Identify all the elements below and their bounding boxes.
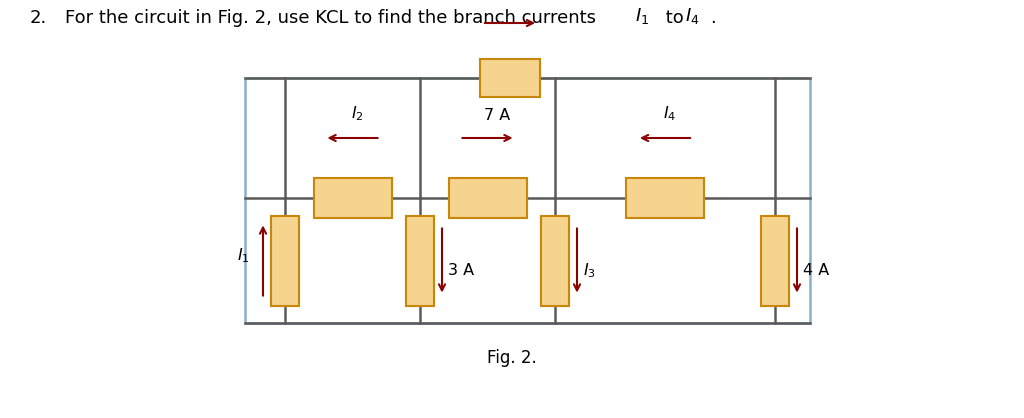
Bar <box>480 59 540 97</box>
Text: .: . <box>710 9 716 27</box>
Text: 7 A: 7 A <box>484 108 511 123</box>
Text: $I_4$: $I_4$ <box>685 6 699 26</box>
Bar <box>541 216 569 306</box>
Text: 2 A: 2 A <box>497 0 523 3</box>
Text: Fig. 2.: Fig. 2. <box>487 349 537 367</box>
Bar <box>406 216 434 306</box>
Text: $I_1$: $I_1$ <box>238 246 250 265</box>
Bar <box>761 216 790 306</box>
Text: 2.: 2. <box>30 9 47 27</box>
Text: For the circuit in Fig. 2, use KCL to find the branch currents: For the circuit in Fig. 2, use KCL to fi… <box>65 9 602 27</box>
Text: $I_4$: $I_4$ <box>664 104 677 123</box>
Text: $I_3$: $I_3$ <box>583 261 596 280</box>
Text: $I_2$: $I_2$ <box>351 104 364 123</box>
Text: 3 A: 3 A <box>449 263 474 278</box>
Text: $I_1$: $I_1$ <box>635 6 649 26</box>
Bar <box>245 78 810 323</box>
Text: 4 A: 4 A <box>803 263 829 278</box>
Bar <box>313 178 391 218</box>
Text: to: to <box>660 9 689 27</box>
Bar <box>271 216 299 306</box>
Bar <box>449 178 526 218</box>
Bar <box>626 178 705 218</box>
